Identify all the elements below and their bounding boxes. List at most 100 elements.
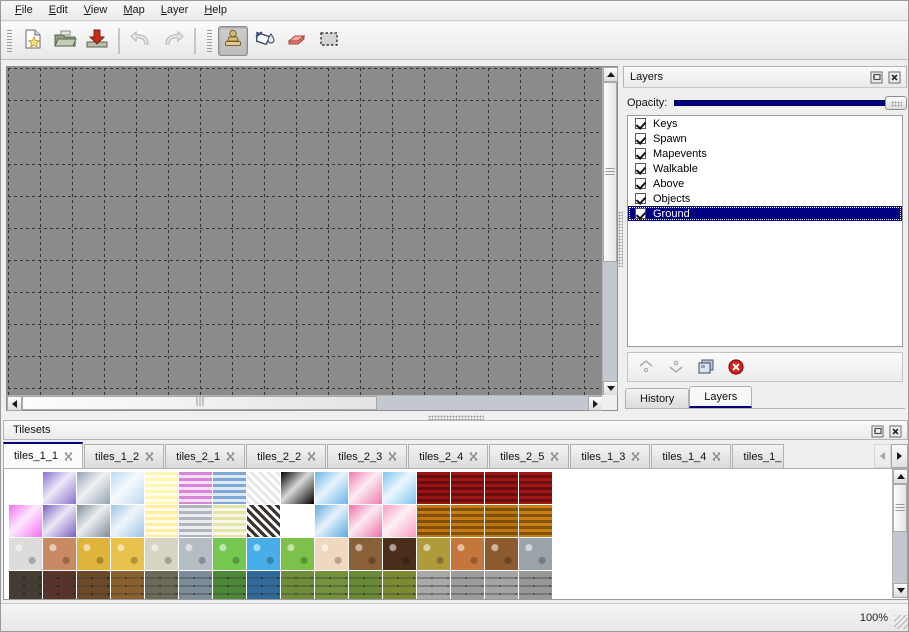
tileset-tile[interactable] <box>485 505 518 537</box>
tileset-tile[interactable] <box>281 505 314 537</box>
layer-visibility-checkbox[interactable] <box>635 163 646 174</box>
tileset-tile[interactable] <box>315 472 348 504</box>
move-layer-down-button[interactable] <box>666 357 686 377</box>
menu-map[interactable]: Map <box>115 2 152 19</box>
tileset-tab[interactable]: tiles_2_4 <box>408 444 489 468</box>
menu-view[interactable]: View <box>76 2 116 19</box>
tab-scroll-right-button[interactable] <box>891 444 908 468</box>
tileset-tile[interactable] <box>383 538 416 570</box>
scroll-up-button[interactable] <box>893 469 907 484</box>
tileset-tab[interactable]: tiles_1_4 <box>651 444 732 468</box>
tileset-vertical-scrollbar[interactable] <box>892 469 907 598</box>
tileset-tile[interactable] <box>315 505 348 537</box>
layer-visibility-checkbox[interactable] <box>635 178 646 189</box>
tileset-tab-close-icon[interactable] <box>64 451 73 461</box>
toolbar-drag-handle[interactable] <box>5 27 14 54</box>
tileset-tab[interactable]: tiles_1_1 <box>3 442 84 468</box>
menu-file[interactable]: File <box>7 2 41 19</box>
tileset-tile[interactable] <box>519 571 552 599</box>
opacity-slider-handle[interactable] <box>885 96 907 110</box>
tileset-tile[interactable] <box>349 538 382 570</box>
float-panel-button[interactable] <box>869 70 884 85</box>
scroll-left-button[interactable] <box>7 396 22 411</box>
tileset-tile[interactable] <box>451 472 484 504</box>
tileset-tile[interactable] <box>485 571 518 599</box>
tileset-tab[interactable]: tiles_2_1 <box>165 444 246 468</box>
tileset-tile[interactable] <box>145 505 178 537</box>
tileset-tile[interactable] <box>247 472 280 504</box>
tileset-tile[interactable] <box>451 538 484 570</box>
tileset-tile[interactable] <box>77 472 110 504</box>
eraser-tool-button[interactable] <box>282 26 312 56</box>
tileset-tab-close-icon[interactable] <box>712 452 721 461</box>
tileset-tile[interactable] <box>43 505 76 537</box>
scroll-thumb-h[interactable] <box>22 396 377 410</box>
move-layer-up-button[interactable] <box>636 357 656 377</box>
layer-visibility-checkbox[interactable] <box>635 148 646 159</box>
tileset-tile[interactable] <box>111 538 144 570</box>
close-panel-button[interactable] <box>887 70 902 85</box>
tileset-tile[interactable] <box>247 505 280 537</box>
tileset-tile[interactable] <box>111 571 144 599</box>
tileset-tile[interactable] <box>451 571 484 599</box>
tileset-tile[interactable] <box>43 538 76 570</box>
tileset-tile[interactable] <box>383 472 416 504</box>
tileset-tab-close-icon[interactable] <box>469 452 478 461</box>
tileset-tab[interactable]: tiles_1_3 <box>570 444 651 468</box>
open-map-button[interactable] <box>50 26 80 56</box>
tileset-tile[interactable] <box>145 571 178 599</box>
tileset-tile[interactable] <box>315 571 348 599</box>
tab-layers[interactable]: Layers <box>689 386 753 408</box>
tileset-tile[interactable] <box>77 505 110 537</box>
canvas-vertical-scrollbar[interactable] <box>602 67 618 396</box>
delete-layer-button[interactable] <box>726 357 746 377</box>
tileset-tile[interactable] <box>179 472 212 504</box>
tab-history[interactable]: History <box>625 388 690 408</box>
stamp-tool-button[interactable] <box>218 25 248 56</box>
duplicate-layer-button[interactable] <box>696 357 716 377</box>
map-canvas[interactable] <box>7 67 603 396</box>
tileset-tile[interactable] <box>9 538 42 570</box>
close-panel-button[interactable] <box>888 424 903 439</box>
tileset-tile[interactable] <box>213 505 246 537</box>
scroll-right-button[interactable] <box>588 396 603 411</box>
tileset-tile[interactable] <box>417 505 450 537</box>
tileset-tab[interactable]: tiles_2_5 <box>489 444 570 468</box>
tileset-tile[interactable] <box>213 538 246 570</box>
tileset-tile[interactable] <box>111 505 144 537</box>
tileset-tile[interactable] <box>111 472 144 504</box>
tileset-tab[interactable]: tiles_2_3 <box>327 444 408 468</box>
menu-help[interactable]: Help <box>196 2 235 19</box>
vertical-splitter[interactable] <box>618 66 623 411</box>
scroll-down-button[interactable] <box>603 381 618 396</box>
tileset-tile[interactable] <box>315 538 348 570</box>
tileset-tile[interactable] <box>349 571 382 599</box>
tileset-tab-close-icon[interactable] <box>226 452 235 461</box>
tileset-tile[interactable] <box>451 505 484 537</box>
menu-layer[interactable]: Layer <box>153 2 197 19</box>
redo-button[interactable] <box>158 26 188 56</box>
tileset-tile[interactable] <box>383 571 416 599</box>
layer-visibility-checkbox[interactable] <box>635 133 646 144</box>
tileset-tile[interactable] <box>417 571 450 599</box>
layer-visibility-checkbox[interactable] <box>635 208 646 219</box>
scroll-thumb[interactable] <box>603 82 617 262</box>
layer-list-item[interactable]: Walkable <box>628 161 902 176</box>
scroll-up-button[interactable] <box>603 67 618 82</box>
tileset-tile[interactable] <box>9 472 42 504</box>
layer-list-item[interactable]: Spawn <box>628 131 902 146</box>
tileset-tab-close-icon[interactable] <box>631 452 640 461</box>
tab-scroll-left-button[interactable] <box>874 444 891 468</box>
resize-grip-icon[interactable] <box>894 615 908 629</box>
tileset-tile[interactable] <box>417 472 450 504</box>
toolbar-drag-handle-2[interactable] <box>205 27 214 54</box>
tileset-tile[interactable] <box>349 472 382 504</box>
tile-grid[interactable] <box>9 472 552 599</box>
layer-list-item[interactable]: Ground <box>628 206 902 221</box>
save-map-button[interactable] <box>82 26 112 56</box>
tileset-tile[interactable] <box>179 505 212 537</box>
tileset-tab-close-icon[interactable] <box>307 452 316 461</box>
layer-list-item[interactable]: Keys <box>628 116 902 131</box>
float-panel-button[interactable] <box>870 424 885 439</box>
layer-list-item[interactable]: Mapevents <box>628 146 902 161</box>
